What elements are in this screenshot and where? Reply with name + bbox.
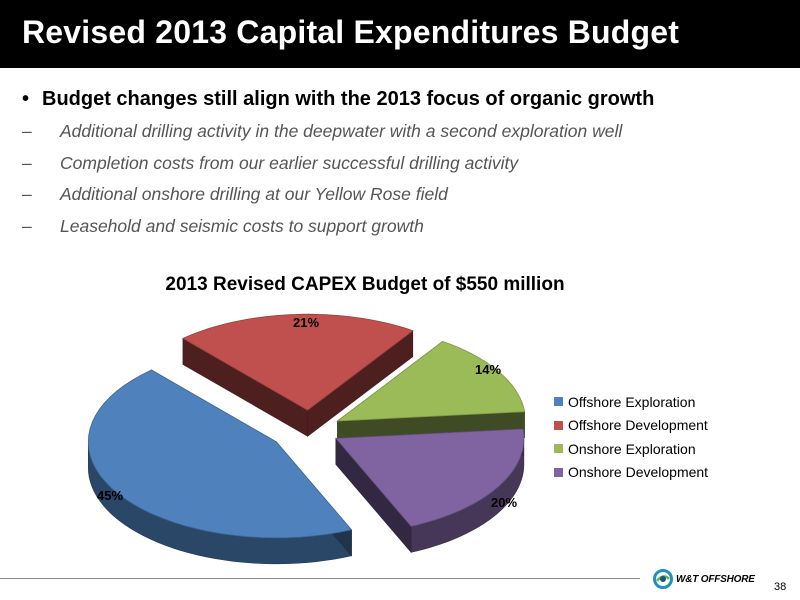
- chart-legend: Offshore Exploration Offshore Developmen…: [554, 390, 708, 484]
- main-bullet: • Budget changes still align with the 20…: [22, 88, 782, 111]
- sub-bullet-text: Additional drilling activity in the deep…: [60, 121, 623, 141]
- legend-swatch: [554, 420, 563, 430]
- legend-label: Offshore Exploration: [568, 393, 696, 410]
- slide-title: Revised 2013 Capital Expenditures Budget: [22, 14, 680, 50]
- sub-bullet-text: Additional onshore drilling at our Yello…: [60, 184, 448, 204]
- main-bullet-text: Budget changes still align with the 2013…: [42, 88, 655, 110]
- sub-bullet-text: Completion costs from our earlier succes…: [60, 152, 519, 173]
- data-label: 45%: [97, 488, 123, 503]
- logo-text: W&T OFFSHORE: [676, 573, 755, 585]
- chart-title: 2013 Revised CAPEX Budget of $550 millio…: [165, 274, 565, 295]
- legend-label: Onshore Exploration: [568, 440, 696, 457]
- dash-marker: –: [22, 152, 32, 173]
- legend-swatch: [554, 467, 563, 477]
- data-label: 20%: [491, 495, 517, 510]
- dash-marker: –: [22, 215, 32, 236]
- page-number: 38: [774, 581, 787, 593]
- legend-label: Offshore Development: [568, 417, 708, 434]
- sub-bullet: – Additional drilling activity in the de…: [22, 121, 782, 153]
- data-label: 14%: [475, 362, 501, 377]
- company-logo: W&T OFFSHORE: [653, 569, 755, 589]
- legend-item: Onshore Development: [554, 461, 708, 485]
- legend-item: Onshore Exploration: [554, 437, 708, 461]
- legend-label: Onshore Development: [568, 464, 709, 481]
- pie-slice: [336, 340, 526, 422]
- sub-bullet: – Additional onshore drilling at our Yel…: [22, 184, 782, 216]
- pie-slice: [87, 369, 353, 539]
- legend-item: Offshore Exploration: [554, 390, 708, 414]
- data-label: 21%: [293, 315, 319, 330]
- footer-divider: [0, 578, 640, 579]
- sub-bullet: – Completion costs from our earlier succ…: [22, 153, 782, 185]
- legend-item: Offshore Development: [554, 414, 708, 438]
- dash-marker: –: [22, 121, 32, 141]
- legend-swatch: [554, 444, 563, 454]
- bullet-marker: •: [22, 88, 30, 110]
- sub-bullet-list: – Additional drilling activity in the de…: [22, 121, 782, 247]
- sub-bullet-text: Leasehold and seismic costs to support g…: [60, 215, 424, 236]
- sub-bullet: – Leasehold and seismic costs to support…: [22, 216, 782, 248]
- pie-slice: [335, 428, 525, 527]
- pie-slice: [182, 313, 414, 411]
- bullet-list: • Budget changes still align with the 20…: [22, 88, 782, 247]
- legend-swatch: [554, 397, 563, 407]
- title-bar: Revised 2013 Capital Expenditures Budget: [0, 0, 800, 68]
- logo-swirl-icon: [653, 569, 673, 589]
- dash-marker: –: [22, 184, 32, 204]
- pie-tops: [87, 313, 526, 539]
